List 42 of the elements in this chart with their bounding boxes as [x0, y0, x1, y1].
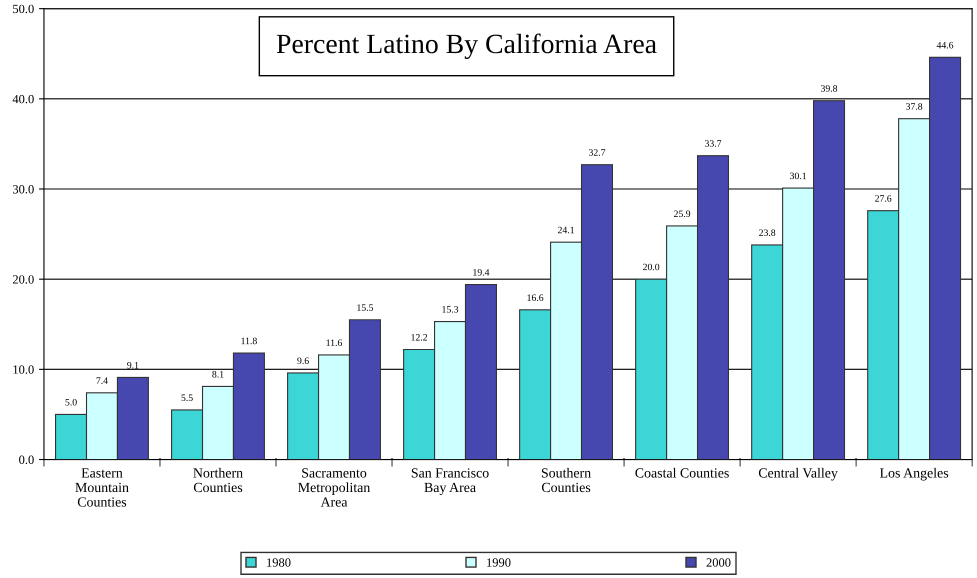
data-label: 12.2	[411, 334, 428, 341]
x-tick-label: Eastern Mountain Counties	[75, 468, 129, 507]
data-label: 5.5	[182, 394, 193, 402]
data-label: 11.8	[241, 338, 257, 344]
x-tick-label: San Francisco Bay Area	[412, 468, 489, 495]
y-tick-label: 20.0	[12, 275, 34, 284]
legend-label: 1980	[267, 558, 291, 567]
x-tick-label: Coastal Counties	[635, 468, 729, 478]
data-label: 32.7	[588, 149, 606, 156]
y-tick-label: 0.0	[19, 456, 34, 464]
data-label: 19.4	[473, 269, 490, 276]
x-tick-label: Southern Counties	[542, 468, 591, 492]
data-label: 25.9	[674, 210, 690, 218]
text: Percent Latino By California Area	[276, 33, 657, 60]
data-label: 9.1	[127, 362, 138, 369]
data-label: 39.8	[820, 85, 838, 92]
data-label: 8.1	[212, 370, 224, 378]
x-tick-label: Central Valley	[758, 468, 838, 480]
y-tick-label: 40.0	[12, 94, 34, 104]
data-label: 11.6	[326, 339, 342, 346]
y-tick-label: 30.0	[12, 185, 34, 194]
data-label: 9.6	[297, 357, 309, 364]
legend-label: 1990	[487, 558, 511, 567]
data-label: 15.3	[442, 306, 458, 313]
data-label: 15.5	[357, 304, 374, 311]
y-tick-label: 50.0	[13, 4, 34, 14]
data-label: 37.8	[906, 103, 922, 110]
data-label: 27.6	[875, 195, 892, 202]
x-tick-label: Los Angeles	[880, 468, 948, 480]
data-label: 44.6	[936, 42, 954, 48]
data-label: 33.7	[704, 140, 722, 147]
data-label: 30.1	[790, 172, 806, 180]
y-tick-label: 10.0	[13, 365, 34, 374]
data-label: 16.6	[527, 294, 544, 301]
data-label: 23.8	[759, 229, 776, 236]
data-label: 5.0	[66, 398, 77, 406]
x-tick-label: Northern Counties	[193, 468, 243, 492]
data-label: 24.1	[558, 226, 574, 234]
x-tick-label: Sacramento Metropolitan Area	[298, 468, 370, 507]
legend-label: 2000	[706, 558, 731, 567]
data-label: 7.4	[96, 377, 108, 384]
data-label: 20.0	[643, 264, 660, 270]
